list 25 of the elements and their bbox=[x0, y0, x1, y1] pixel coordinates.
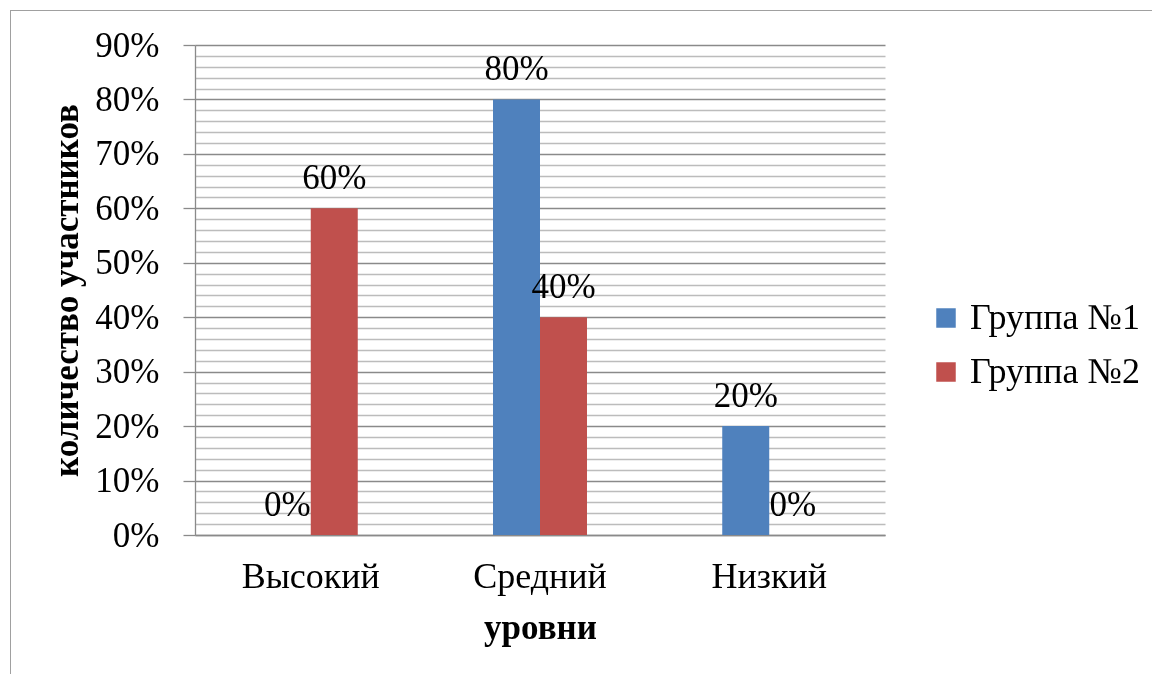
x-tick-label: Средний bbox=[473, 555, 607, 596]
data-label: 0% bbox=[263, 485, 311, 524]
y-tick-label: 0% bbox=[112, 515, 160, 555]
bar bbox=[722, 426, 770, 535]
data-label: 0% bbox=[769, 485, 817, 524]
y-tick-label: 90% bbox=[95, 25, 160, 65]
data-label: 60% bbox=[302, 158, 367, 198]
x-tick-label: Высокий bbox=[241, 555, 380, 596]
bar bbox=[540, 317, 587, 535]
data-label: 80% bbox=[484, 49, 549, 89]
x-tick-label: Низкий bbox=[711, 555, 827, 596]
y-tick-label: 10% bbox=[95, 461, 160, 501]
y-tick-label: 40% bbox=[95, 297, 160, 337]
y-tick-label: 50% bbox=[95, 243, 160, 283]
y-tick-label: 80% bbox=[95, 79, 160, 119]
y-axis-title: количество участников bbox=[47, 104, 87, 477]
y-tick-label: 70% bbox=[95, 134, 160, 174]
y-tick-label: 20% bbox=[95, 406, 160, 446]
bar bbox=[310, 208, 358, 535]
x-axis-title: уровни bbox=[484, 607, 597, 647]
legend-label: Группа №2 bbox=[970, 351, 1140, 391]
legend-label: Группа №1 bbox=[970, 297, 1140, 337]
y-tick-label: 60% bbox=[95, 188, 160, 228]
y-tick-label: 30% bbox=[95, 352, 160, 392]
data-label: 20% bbox=[713, 376, 778, 416]
